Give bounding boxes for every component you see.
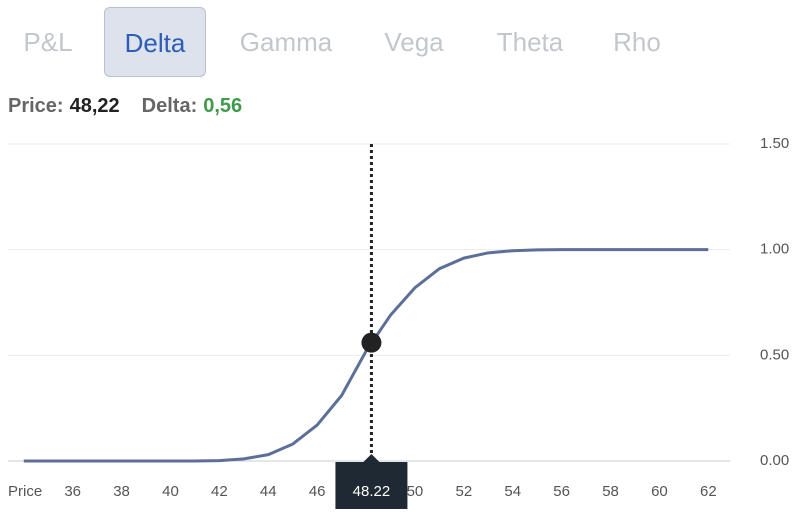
tab[interactable]: P&L — [23, 27, 73, 57]
x-tick-label: 56 — [553, 483, 570, 500]
tab[interactable]: Vega — [384, 27, 444, 57]
y-tick-label: 1.00 — [760, 241, 789, 258]
tab[interactable]: Theta — [496, 27, 564, 57]
readout: Price: 48,22 Delta: 0,56 — [8, 95, 248, 118]
tab[interactable]: Delta — [104, 7, 206, 77]
line — [23, 248, 709, 463]
x-tick-label: 36 — [64, 483, 81, 500]
x-tick-label: 58 — [602, 483, 619, 500]
cursor-label: 48.22 — [353, 483, 391, 500]
x-tick-label: 46 — [309, 483, 326, 500]
price-label: Price: — [8, 95, 64, 117]
x-axis-label: Price — [8, 483, 42, 500]
x-tick-label: 52 — [456, 483, 473, 500]
y-tick-label: 0.00 — [760, 452, 789, 469]
x-tick-label: 38 — [113, 483, 130, 500]
delta-label: Delta: — [141, 95, 198, 117]
x-tick-label: 42 — [211, 483, 228, 500]
cursor-point — [361, 332, 382, 353]
cursor-tag — [335, 454, 408, 509]
tab[interactable]: Rho — [613, 27, 661, 57]
y-tick-label: 1.50 — [760, 135, 789, 152]
y-tick-label: 0.50 — [760, 346, 789, 363]
x-tick-label: 40 — [162, 483, 179, 500]
x-tick-label: 50 — [407, 483, 424, 500]
price-value: 48,22 — [69, 95, 120, 117]
delta-value: 0,56 — [203, 95, 243, 117]
tab[interactable]: Gamma — [239, 27, 333, 57]
x-tick-label: 62 — [700, 483, 717, 500]
x-tick-label: 54 — [504, 483, 521, 500]
x-tick-label: 60 — [651, 483, 668, 500]
x-tick-label: 44 — [260, 483, 277, 500]
